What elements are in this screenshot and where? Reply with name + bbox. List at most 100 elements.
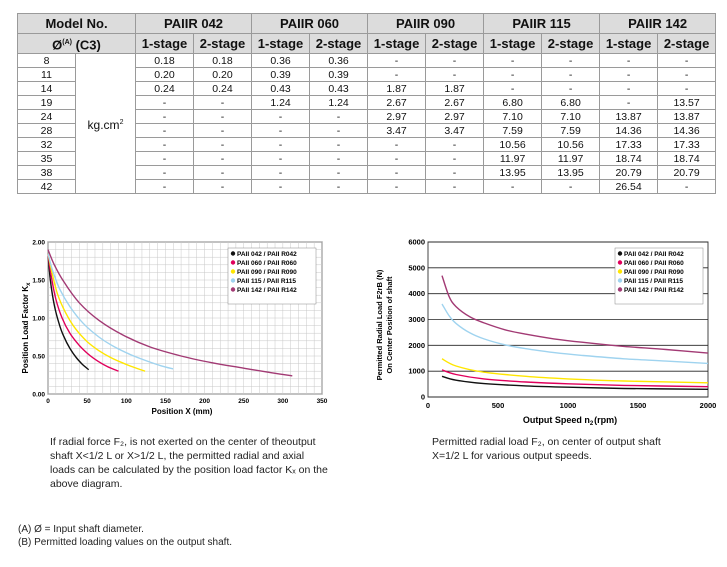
series-line-2 — [441, 369, 709, 388]
value-cell: 0.18 — [135, 53, 195, 69]
value-cell: - — [251, 123, 311, 139]
legend-marker — [617, 260, 623, 265]
legend-marker — [230, 269, 236, 274]
stage-header: 1-stage — [251, 32, 311, 55]
chart-legend: PAII 042 / PAII R042 PAII 060 / PAII R060… — [614, 247, 704, 305]
value-cell: - — [541, 53, 601, 69]
table-row: 35- - - - - -11.97 11.97 18.74 18.74 — [17, 151, 717, 167]
value-cell: - — [135, 109, 195, 125]
value-cell: - — [193, 123, 253, 139]
value-cell: 0.36 — [309, 53, 369, 69]
y-tick-label: 3000 — [408, 315, 425, 324]
value-cell: 0.18 — [193, 53, 253, 69]
value-cell: - — [193, 109, 253, 125]
diameter-cell: 38 — [17, 165, 76, 181]
value-cell: 0.36 — [251, 53, 311, 69]
legend-label: PAII 042 / PAII R042 — [624, 251, 684, 258]
diameter-code: (C3) — [75, 37, 101, 53]
legend-marker — [230, 251, 236, 256]
stage-header: 2-stage — [193, 32, 253, 55]
table-row: 32- - - - - -10.56 10.56 17.33 17.33 — [17, 137, 717, 153]
legend-label: PAII 042 / PAII R042 — [237, 251, 297, 258]
stage-header: 1-stage — [483, 32, 543, 55]
value-cell: - — [367, 137, 427, 153]
value-cell: 13.57 — [657, 95, 717, 111]
diameter-cell: 28 — [17, 123, 76, 139]
value-cell: - — [193, 137, 253, 153]
stage-header: 1-stage — [135, 32, 195, 55]
x-tick-label: 0 — [46, 398, 50, 405]
model-header-042: PAIIR 042 — [135, 13, 253, 34]
value-cell: 10.56 — [483, 137, 543, 153]
value-cell: - — [425, 53, 485, 69]
x-tick-label: 1000 — [560, 401, 577, 410]
unit-sup: 2 — [119, 118, 124, 126]
value-cell: - — [657, 67, 717, 83]
diameter-symbol: Ø — [52, 37, 63, 53]
legend-label: PAII 142 / PAII R142 — [624, 287, 684, 294]
series-line-5 — [47, 249, 293, 377]
value-cell: 1.87 — [425, 81, 485, 97]
diameter-sup: (A) — [62, 39, 72, 46]
caption-line: loads can be calculated by the position … — [50, 464, 328, 476]
legend-marker — [230, 287, 236, 292]
series-line-3 — [47, 253, 146, 372]
diameter-cell: 42 — [17, 179, 76, 195]
value-cell: 6.80 — [483, 95, 543, 111]
value-cell: - — [251, 109, 311, 125]
legend-marker — [617, 251, 623, 256]
diameter-cell: 8 — [17, 53, 76, 69]
diameter-cell: 14 — [17, 81, 76, 97]
value-cell: 17.33 — [599, 137, 659, 153]
value-cell: 1.24 — [251, 95, 311, 111]
value-cell: 18.74 — [599, 151, 659, 167]
value-cell: 26.54 — [599, 179, 659, 195]
y-tick-label: 2.00 — [32, 240, 45, 247]
x-tick-label: 350 — [317, 398, 328, 405]
value-cell: 2.97 — [367, 109, 427, 125]
value-cell: 11.97 — [483, 151, 543, 167]
value-cell: - — [135, 123, 195, 139]
value-cell: 7.59 — [483, 123, 543, 139]
legend-marker — [617, 278, 623, 283]
y-tick-label: 2000 — [408, 341, 425, 350]
series-line-1 — [441, 375, 709, 390]
value-cell: - — [251, 179, 311, 195]
value-cell: 20.79 — [657, 165, 717, 181]
model-header-142: PAIIR 142 — [599, 13, 717, 34]
value-cell: - — [599, 95, 659, 111]
table-row: 38- - - - - -13.95 13.95 20.79 20.79 — [17, 165, 717, 181]
value-cell: 13.95 — [483, 165, 543, 181]
value-cell: - — [657, 179, 717, 195]
value-cell: 1.87 — [367, 81, 427, 97]
specification-table: Model No. PAIIR 042 PAIIR 060 PAIIR 090 … — [16, 13, 717, 195]
legend-box — [614, 247, 704, 305]
series-line-2 — [47, 253, 119, 372]
value-cell: 13.95 — [541, 165, 601, 181]
value-cell: 13.87 — [657, 109, 717, 125]
value-cell: - — [309, 137, 369, 153]
value-cell: 13.87 — [599, 109, 659, 125]
series-line-3 — [441, 358, 709, 384]
value-cell: - — [425, 151, 485, 167]
value-cell: - — [135, 165, 195, 181]
value-cell: - — [483, 53, 543, 69]
value-cell: 1.24 — [309, 95, 369, 111]
model-header: Model No. — [16, 13, 137, 34]
legend-label: PAII 060 / PAII R060 — [624, 260, 684, 267]
value-cell: - — [251, 165, 311, 181]
x-tick-label: 100 — [121, 398, 132, 405]
value-cell: - — [309, 123, 369, 139]
value-cell: - — [251, 137, 311, 153]
stage-header: 1-stage — [367, 32, 427, 55]
permitted-radial-load-chart: 0 500 1000 1500 2000 0 1000 2000 3000 4000 5000 600… — [375, 238, 716, 428]
left-chart-caption: If radial force F₂, is not exerted on th… — [50, 435, 370, 491]
series-line-4 — [441, 303, 709, 365]
value-cell: - — [367, 179, 427, 195]
diameter-cell: 11 — [17, 67, 76, 83]
right-chart-caption: Permitted radial load F₂, on center of o… — [432, 435, 712, 463]
value-cell: 20.79 — [599, 165, 659, 181]
value-cell: - — [367, 67, 427, 83]
stage-header: 2-stage — [309, 32, 369, 55]
y-axis-label: Position Load Factor Kx — [21, 282, 32, 374]
